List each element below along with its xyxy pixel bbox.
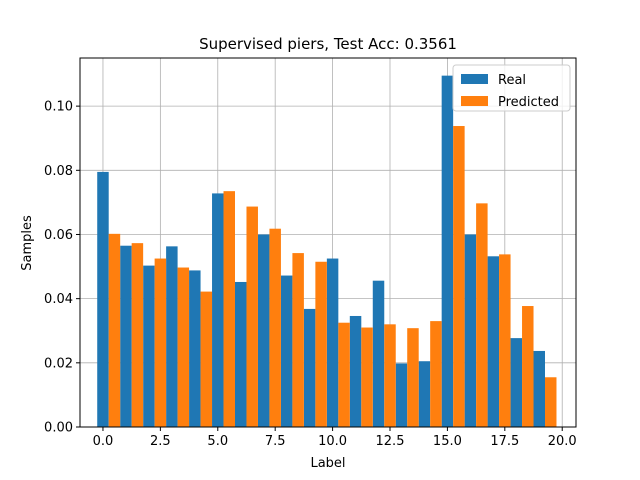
bar-real xyxy=(510,338,523,427)
bar-predicted xyxy=(476,203,488,427)
x-tick-label: 2.5 xyxy=(150,434,171,449)
legend: Real Predicted xyxy=(452,64,571,112)
bar-predicted xyxy=(223,191,235,427)
plot-frame xyxy=(79,57,577,428)
x-tick-label: 10.0 xyxy=(318,434,347,449)
bar-predicted xyxy=(338,322,350,427)
bar-real xyxy=(235,281,247,427)
bar-predicted xyxy=(407,328,419,427)
legend-swatch-real xyxy=(461,74,488,84)
axis-ticks: 0.0 2.5 5.0 7.5 10.0 12.5 15.0 17.5 20.0 0.00 0.02… xyxy=(44,100,577,449)
bar-real xyxy=(326,258,339,427)
x-tick-label: 17.5 xyxy=(490,434,519,449)
bar-predicted xyxy=(154,258,167,427)
x-axis-label: Label xyxy=(310,456,345,471)
bar-real xyxy=(464,234,477,427)
y-tick-label: 0.06 xyxy=(44,228,73,243)
x-tick-label: 15.0 xyxy=(433,434,462,449)
bar-predicted xyxy=(522,306,534,427)
bar-real xyxy=(303,308,316,427)
bar-predicted xyxy=(200,291,213,427)
bar-predicted xyxy=(269,228,281,427)
y-tick-label: 0.02 xyxy=(44,356,73,371)
y-axis-label: Samples xyxy=(20,215,35,271)
bar-real xyxy=(487,256,500,427)
bar-real xyxy=(280,275,293,427)
y-tick-label: 0.08 xyxy=(44,164,73,179)
bar-real xyxy=(395,363,408,427)
legend-label-predicted: Predicted xyxy=(498,95,559,110)
bar-real xyxy=(372,280,385,427)
bar-predicted xyxy=(108,233,121,427)
bar-real xyxy=(349,315,362,427)
bar-real xyxy=(189,270,201,427)
bar-real xyxy=(257,234,270,427)
x-tick-label: 5.0 xyxy=(207,434,228,449)
x-tick-label: 12.5 xyxy=(376,434,405,449)
bar-real xyxy=(97,171,109,427)
y-tick-label: 0.10 xyxy=(44,100,73,115)
bar-real xyxy=(212,193,224,427)
x-tick-label: 0.0 xyxy=(93,434,114,449)
y-tick-label: 0.04 xyxy=(44,292,73,307)
x-tick-label: 20.0 xyxy=(548,434,577,449)
bar-predicted xyxy=(361,327,373,427)
bar-real xyxy=(143,265,155,427)
series-predicted xyxy=(108,126,557,427)
bar-predicted xyxy=(384,324,396,427)
bar-real xyxy=(533,350,545,427)
bar-predicted xyxy=(315,261,327,427)
bar-predicted xyxy=(131,243,144,427)
bars xyxy=(97,75,557,427)
bar-real xyxy=(166,246,178,427)
chart-title: Supervised piers, Test Acc: 0.3561 xyxy=(199,35,457,53)
bar-real xyxy=(418,361,431,427)
bar-real xyxy=(120,245,132,427)
bar-predicted xyxy=(292,253,304,427)
bar-predicted xyxy=(246,206,258,427)
bar-predicted xyxy=(177,267,190,427)
series-real xyxy=(97,75,545,427)
bar-predicted xyxy=(545,377,557,427)
x-tick-label: 7.5 xyxy=(265,434,286,449)
bar-predicted xyxy=(499,254,511,427)
y-tick-label: 0.00 xyxy=(44,421,73,436)
bar-real xyxy=(441,75,454,427)
bar-predicted xyxy=(453,126,465,427)
bar-predicted xyxy=(430,321,442,427)
legend-swatch-predicted xyxy=(461,96,488,106)
legend-label-real: Real xyxy=(498,73,526,88)
